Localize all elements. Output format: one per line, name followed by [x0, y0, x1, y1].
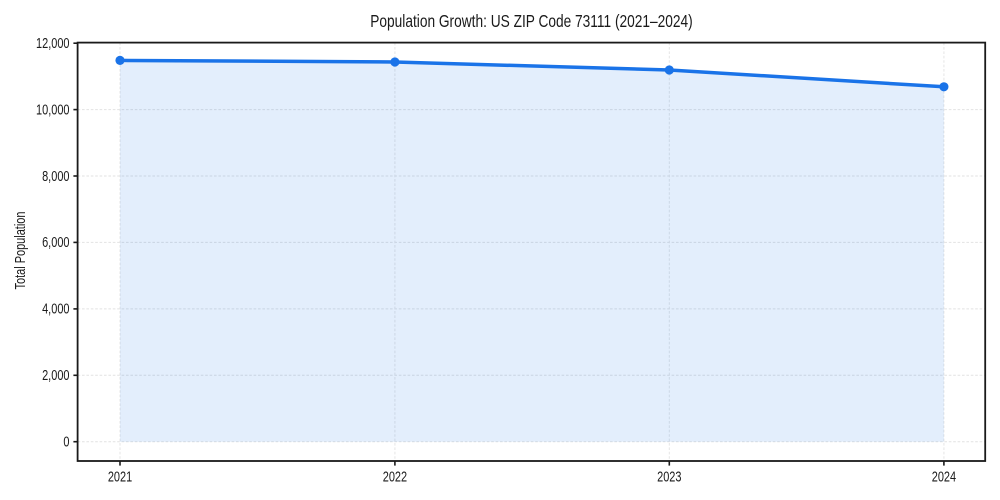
svg-text:10,000: 10,000: [36, 101, 69, 118]
svg-text:2021: 2021: [108, 468, 132, 485]
svg-text:2023: 2023: [657, 468, 681, 485]
svg-text:Population Growth: US ZIP Code: Population Growth: US ZIP Code 73111 (20…: [370, 12, 692, 31]
svg-text:6,000: 6,000: [42, 233, 69, 250]
svg-text:2024: 2024: [932, 468, 956, 485]
svg-text:12,000: 12,000: [36, 34, 69, 51]
svg-text:8,000: 8,000: [42, 167, 69, 184]
svg-text:2022: 2022: [383, 468, 407, 485]
svg-text:4,000: 4,000: [42, 300, 69, 317]
svg-text:2,000: 2,000: [42, 366, 69, 383]
svg-text:Total Population: Total Population: [11, 212, 28, 290]
svg-text:0: 0: [63, 433, 69, 450]
